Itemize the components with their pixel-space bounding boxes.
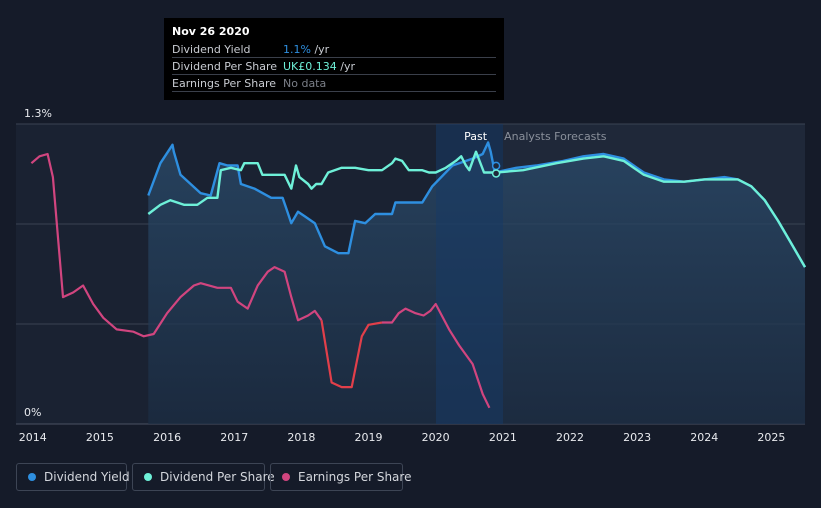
legend-label: Earnings Per Share <box>298 470 412 484</box>
legend-label: Dividend Per Share <box>160 470 275 484</box>
legend-dot-icon <box>28 473 36 481</box>
dividend-yield-marker <box>491 161 501 171</box>
legend-dot-icon <box>144 473 152 481</box>
y-axis-top-label: 1.3% <box>24 107 52 120</box>
forecast-label: Analysts Forecasts <box>504 130 607 143</box>
dividend-per-share-marker <box>491 169 501 178</box>
x-tick-label: 2020 <box>422 431 450 444</box>
tooltip-row-earnings-per-share: Earnings Per Share No data <box>172 75 496 92</box>
legend-label: Dividend Yield <box>44 470 130 484</box>
y-axis-bottom-label: 0% <box>24 406 41 419</box>
tooltip: Nov 26 2020 Dividend Yield 1.1% /yr Divi… <box>164 18 504 100</box>
legend-dot-icon <box>282 473 290 481</box>
earnings-per-share-line-dip <box>320 320 383 389</box>
tooltip-row-dividend-yield: Dividend Yield 1.1% /yr <box>172 41 496 58</box>
legend-item-earnings-per-share[interactable]: Earnings Per Share <box>270 463 411 491</box>
x-tick-label: 2015 <box>86 431 114 444</box>
x-tick-label: 2017 <box>220 431 248 444</box>
earnings-per-share-line <box>30 152 323 338</box>
tooltip-row-dividend-per-share: Dividend Per Share UK£0.134 /yr <box>172 58 496 75</box>
x-tick-label: 2024 <box>690 431 718 444</box>
x-tick-label: 2023 <box>623 431 651 444</box>
tooltip-date: Nov 26 2020 <box>172 25 250 38</box>
earnings-per-share-line-recent <box>382 302 491 409</box>
x-tick-label: 2014 <box>19 431 47 444</box>
tooltip-label: Dividend Per Share <box>172 60 278 73</box>
dividend-yield-line <box>147 141 496 255</box>
past-highlight-band <box>436 124 503 424</box>
legend-item-dividend-yield[interactable]: Dividend Yield <box>16 463 130 491</box>
x-tick-label: 2018 <box>287 431 315 444</box>
x-tick-label: 2021 <box>489 431 517 444</box>
dividend-per-share-forecast-line <box>495 155 807 268</box>
tooltip-value: No data <box>283 77 327 90</box>
x-tick-label: 2016 <box>153 431 181 444</box>
tooltip-value: UK£0.134 /yr <box>283 60 356 73</box>
past-label: Past <box>464 130 488 143</box>
tooltip-value: 1.1% /yr <box>283 43 330 56</box>
x-tick-label: 2022 <box>556 431 584 444</box>
legend-item-dividend-per-share[interactable]: Dividend Per Share <box>132 463 275 491</box>
dividend-per-share-line <box>147 150 497 215</box>
tooltip-label: Dividend Yield <box>172 43 251 56</box>
x-tick-label: 2025 <box>757 431 785 444</box>
x-tick-label: 2019 <box>355 431 383 444</box>
tooltip-label: Earnings Per Share <box>172 77 277 90</box>
